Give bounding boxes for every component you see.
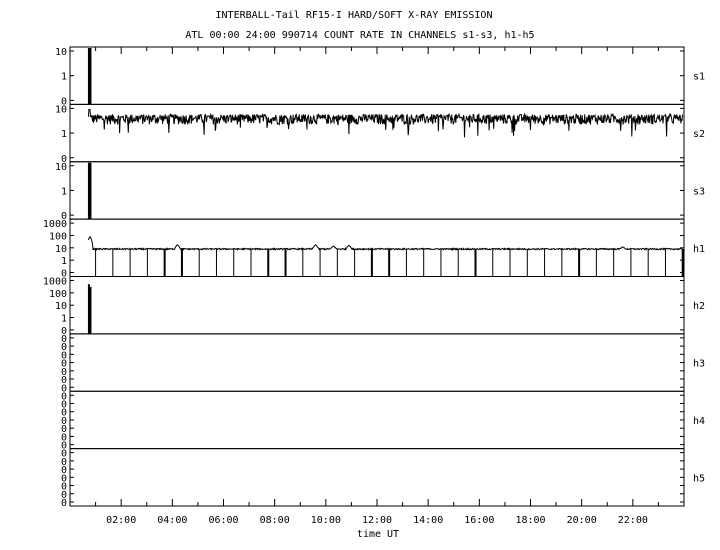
y-tick-label: 0 (61, 375, 67, 386)
y-tick-label: 1000 (43, 219, 67, 230)
y-tick-label: 1 (61, 256, 67, 267)
x-tick-label: 08:00 (260, 515, 290, 526)
y-tick-label: 0 (61, 367, 67, 378)
channel-label: s2 (693, 129, 705, 140)
channel-label: s3 (693, 186, 705, 197)
y-tick-label: 1000 (43, 277, 67, 288)
chart-subtitle: ATL 00:00 24:00 990714 COUNT RATE IN CHA… (185, 30, 534, 41)
x-tick-label: 16:00 (464, 515, 494, 526)
x-axis: 02:00 04:00 06:00 08:00 10:00 12:00 14:00 16:00… (69, 47, 685, 526)
x-tick-label: 22:00 (618, 515, 648, 526)
y-tick-label: 0 (61, 342, 67, 353)
y-tick-label: 10 (55, 162, 67, 173)
y-tick-label: 0 (61, 498, 67, 509)
y-tick-label: 10 (55, 244, 67, 255)
y-tick-label: 0 (61, 482, 67, 493)
y-tick-label: 100 (49, 289, 67, 300)
channel-label: h3 (693, 359, 705, 370)
x-tick-label: 12:00 (362, 515, 392, 526)
x-tick-label: 14:00 (413, 515, 443, 526)
y-tick-label: 0 (61, 432, 67, 443)
y-tick-label: 10 (55, 104, 67, 115)
panel-frame (69, 46, 685, 105)
y-tick-label: 0 (61, 424, 67, 435)
chart-title: INTERBALL-Tail RF15-I HARD/SOFT X-RAY EM… (216, 10, 493, 21)
y-tick-label: 0 (61, 359, 67, 370)
y-tick-label: 0 (61, 383, 67, 394)
x-tick-label: 04:00 (157, 515, 187, 526)
x-tick-label: 02:00 (106, 515, 136, 526)
channel-label: h2 (693, 301, 705, 312)
panel-frame (69, 103, 685, 163)
panel-frame (69, 390, 685, 450)
y-tick-label: 0 (61, 211, 67, 222)
y-tick-label: 100 (49, 231, 67, 242)
series-line-h1 (87, 235, 683, 251)
y-tick-label: 0 (61, 473, 67, 484)
panel-frame (69, 333, 685, 392)
y-tick-label: 1 (61, 72, 67, 83)
x-tick-label: 18:00 (515, 515, 545, 526)
y-tick-label: 0 (61, 350, 67, 361)
y-tick-label: 0 (61, 441, 67, 452)
panel-frame (69, 276, 685, 335)
y-tick-label: 0 (61, 399, 67, 410)
channel-label: h4 (693, 416, 705, 427)
y-tick-label: 0 (61, 490, 67, 501)
y-tick-label: 0 (61, 416, 67, 427)
y-tick-label: 0 (61, 408, 67, 419)
x-axis-label: time UT (357, 529, 399, 540)
channel-label: h1 (693, 244, 705, 255)
channel-label: s1 (693, 72, 705, 83)
chart-panels: 1010s11010s21010s310001001010h1100010010… (43, 46, 705, 509)
y-tick-label: 0 (61, 457, 67, 468)
panel-frame (69, 218, 685, 277)
y-tick-label: 0 (61, 465, 67, 476)
y-tick-label: 1 (61, 186, 67, 197)
y-tick-label: 10 (55, 47, 67, 58)
y-tick-label: 0 (61, 154, 67, 165)
x-tick-label: 20:00 (567, 515, 597, 526)
y-tick-label: 0 (61, 391, 67, 402)
y-tick-label: 1 (61, 314, 67, 325)
panel-frame (69, 161, 685, 220)
y-tick-label: 0 (61, 334, 67, 345)
y-tick-label: 0 (61, 269, 67, 280)
y-tick-label: 0 (61, 96, 67, 107)
y-tick-label: 0 (61, 449, 67, 460)
y-tick-label: 1 (61, 129, 67, 140)
x-tick-label: 06:00 (208, 515, 238, 526)
x-tick-label: 10:00 (311, 515, 341, 526)
panel-frame (69, 448, 685, 507)
series-line-s2 (87, 109, 683, 138)
y-tick-label: 10 (55, 301, 67, 312)
y-tick-label: 0 (61, 326, 67, 337)
channel-label: h5 (693, 473, 705, 484)
